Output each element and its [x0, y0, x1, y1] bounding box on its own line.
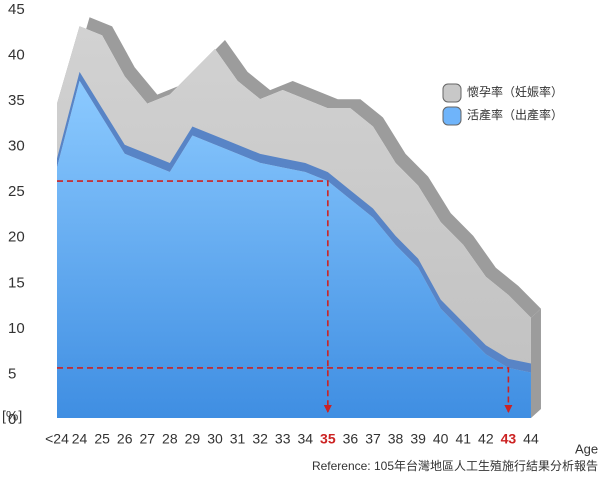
y-tick-label: 15 — [8, 274, 25, 291]
legend-swatch — [442, 106, 462, 126]
y-tick-label: 5 — [8, 365, 16, 382]
y-tick-label: 35 — [8, 92, 25, 109]
y-axis-label: [%] — [2, 408, 22, 424]
x-tick-label: 31 — [230, 431, 246, 447]
x-tick-label: 39 — [410, 431, 426, 447]
x-tick-label: 37 — [365, 431, 381, 447]
x-tick-label: 32 — [252, 431, 268, 447]
x-tick-label: 43 — [501, 431, 517, 447]
area — [57, 80, 531, 418]
x-tick-label: 42 — [478, 431, 494, 447]
legend-swatch — [442, 83, 462, 103]
x-tick-label: 24 — [72, 431, 88, 447]
x-tick-label: 26 — [117, 431, 133, 447]
y-tick-label: 0 — [8, 411, 16, 428]
y-tick-label: 45 — [8, 1, 25, 18]
x-tick-label: 33 — [275, 431, 291, 447]
x-tick-label: 38 — [388, 431, 404, 447]
x-tick-label: 34 — [297, 431, 313, 447]
x-tick-label: 41 — [455, 431, 471, 447]
y-tick-label: 20 — [8, 229, 25, 246]
x-tick-label: 28 — [162, 431, 178, 447]
x-tick-label: 35 — [320, 431, 336, 447]
x-tick-label: 44 — [523, 431, 539, 447]
y-tick-label: 10 — [8, 320, 25, 337]
y-tick-label: 40 — [8, 47, 25, 64]
legend-label: 懷孕率（妊娠率） — [467, 84, 563, 99]
legend: 懷孕率（妊娠率） 活產率（出產率） — [442, 83, 563, 126]
x-tick-label: 27 — [139, 431, 155, 447]
reference-line — [57, 180, 332, 413]
x-tick-label: <24 — [45, 431, 69, 447]
x-tick-label: 36 — [343, 431, 359, 447]
x-tick-label: 29 — [185, 431, 201, 447]
legend-label: 活產率（出產率） — [467, 107, 563, 122]
source-note: Reference: 105年台灣地區人工生殖施行結果分析報告 — [312, 458, 598, 473]
y-tick-label: 25 — [8, 183, 25, 200]
area-side — [530, 308, 541, 418]
x-axis-label: Age — [575, 441, 598, 456]
x-tick-label: 30 — [207, 431, 223, 447]
x-tick-label: 40 — [433, 431, 449, 447]
reference-line — [57, 367, 513, 413]
y-tick-label: 30 — [8, 138, 25, 155]
x-tick-label: 25 — [94, 431, 110, 447]
